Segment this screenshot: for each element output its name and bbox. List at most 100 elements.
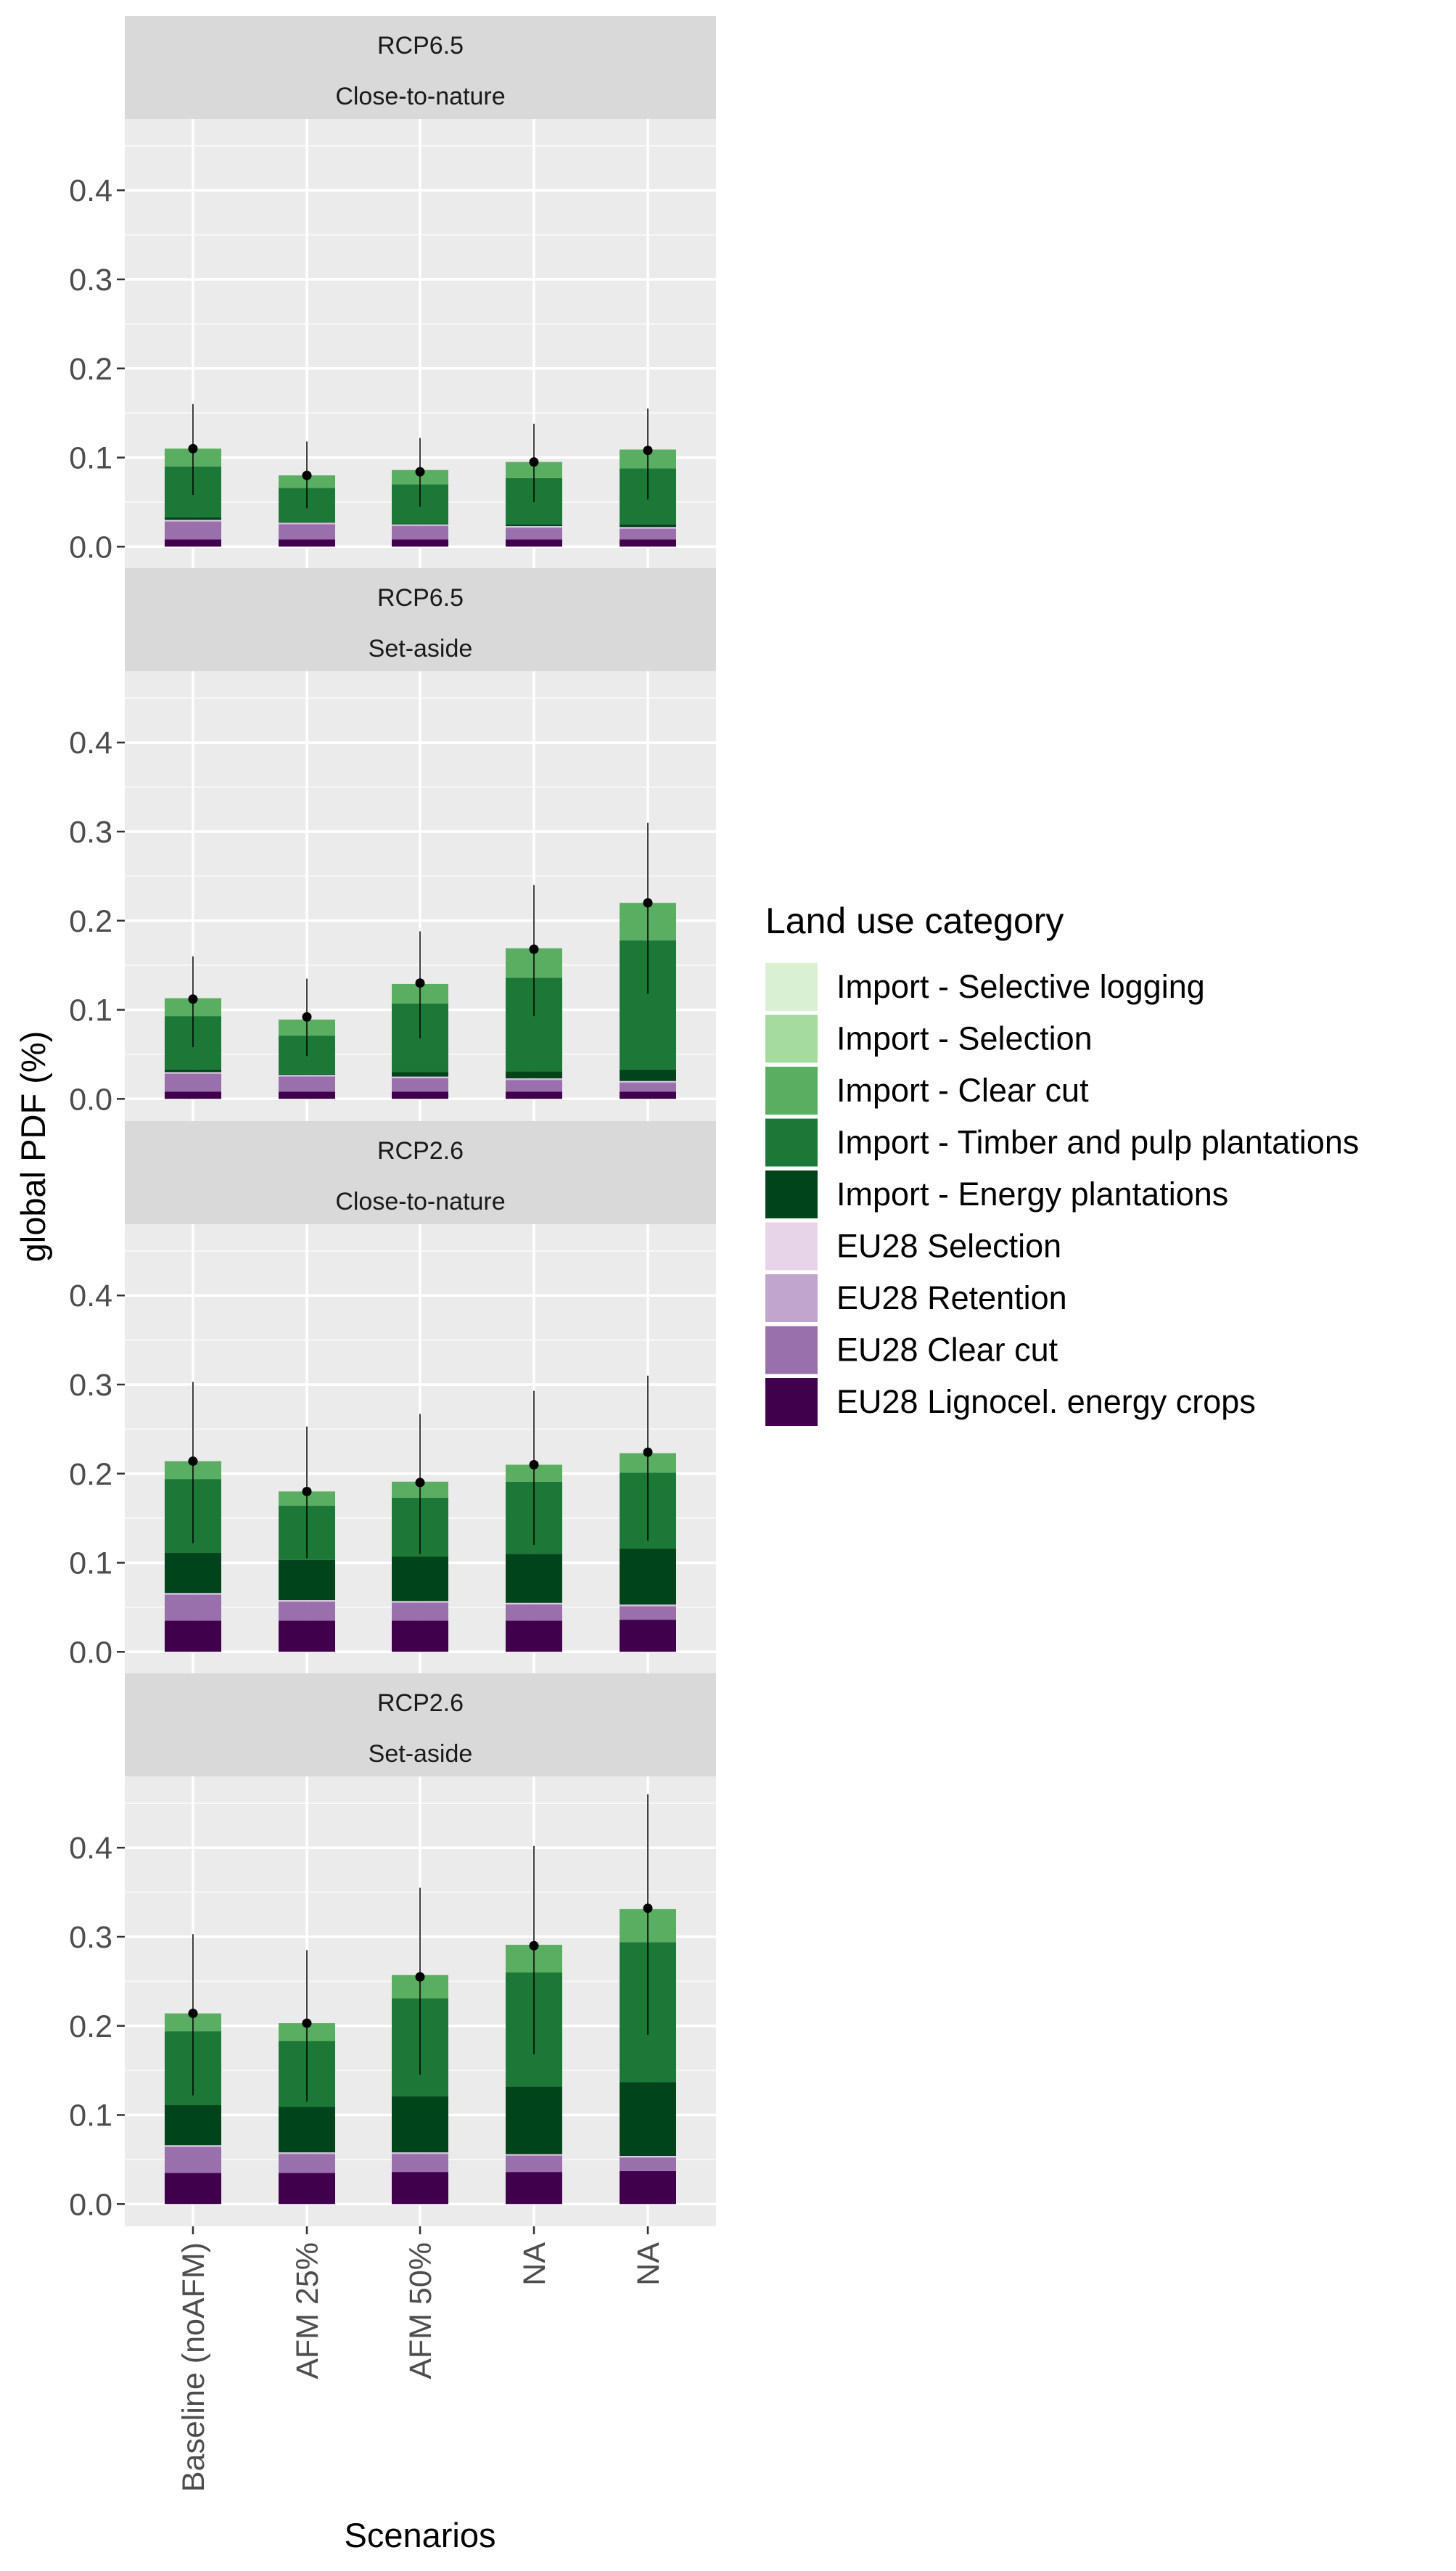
point-estimate [302,1486,312,1496]
bar-segment [620,1081,676,1083]
y-tick-label: 0.1 [69,993,112,1028]
bar-segment [506,2086,562,2154]
bar-segment [506,539,562,547]
bar-segment [165,517,221,520]
bar-segment [165,520,221,522]
facet-panel: RCP2.6 Close-to-nature 0.0 0.1 0.2 0.3 0.4 [69,1121,716,1674]
point-estimate [643,446,653,456]
legend-label: Import - Clear cut [836,1072,1089,1109]
bar-segment [620,528,676,540]
bar-segment [165,2105,221,2146]
bar-segment [506,1079,562,1081]
bar-segment [392,526,448,540]
point-estimate [529,1459,539,1469]
point-estimate [302,2018,312,2028]
bar-segment [620,1083,676,1092]
bar-segment [506,2156,562,2173]
bar-segment [392,1602,448,1621]
x-axis: Baseline (noAFM) AFM 25% AFM 50% NA NA [176,2226,666,2492]
point-estimate [188,2009,198,2019]
bar-segment [279,1559,335,1601]
bar-segment [506,1080,562,1092]
bar-segment [392,1602,448,1603]
point-estimate [529,1940,539,1951]
bar-segment [506,1620,562,1652]
facet-strip-line2: Set-aside [369,635,473,663]
bar-segment [165,1073,221,1074]
bar-segment [165,521,221,540]
bar-segment [279,1073,335,1075]
bar-segment [506,2172,562,2205]
bar-segment [620,2082,676,2157]
facet-strip [125,1673,716,1776]
bar-segment [620,1605,676,1607]
bar-segment [620,2156,676,2157]
bar-segment [620,2157,676,2171]
bar-segment [392,523,448,525]
y-tick-label: 0.2 [69,2009,112,2044]
point-estimate [643,1447,653,1457]
legend-label: EU28 Retention [836,1279,1067,1316]
bar-segment [165,1069,221,1073]
facet-strip-line1: RCP2.6 [377,1689,464,1717]
bar-segment [506,1078,562,1080]
legend-key [765,1170,818,1218]
bar-segment [392,1601,448,1602]
x-tick-label: AFM 25% [290,2242,325,2379]
point-estimate [529,457,539,467]
y-tick-label: 0.4 [69,173,112,208]
bar-segment [392,1072,448,1077]
y-tick-label: 0.0 [69,530,112,565]
facet-strip-line1: RCP2.6 [377,1137,464,1165]
y-tick-label: 0.2 [69,904,112,939]
facet-panels: RCP6.5Close-to-nature0.00.10.20.30.4RCP6… [69,16,716,2226]
point-estimate [415,978,425,988]
point-estimate [188,443,198,454]
bar-segment [392,2152,448,2154]
legend-title: Land use category [765,901,1064,941]
bar-segment [165,1620,221,1652]
bar-segment [620,539,676,547]
bar-segment [279,524,335,540]
bar-segment [392,525,448,527]
y-tick-label: 0.4 [69,726,112,760]
bar-segment [506,2154,562,2157]
bar-segment [165,1594,221,1595]
y-tick-label: 0.1 [69,441,112,476]
bar-segment [620,1606,676,1620]
bar-segment [506,1554,562,1603]
bar-segment [165,2146,221,2147]
bar-segment [620,1620,676,1652]
facet-strip-line2: Set-aside [369,1740,473,1768]
bar-segment [165,1593,221,1594]
bar-segment [165,1594,221,1621]
point-estimate [529,944,539,954]
y-tick-label: 0.4 [69,1831,112,1866]
legend-key [765,1326,818,1374]
legend-key [765,1274,818,1322]
bar-segment [279,2154,335,2173]
y-tick-label: 0.0 [69,1082,112,1117]
legend: Land use category Import - Selective log… [765,901,1359,1426]
y-tick-label: 0.0 [69,1635,112,1670]
bar-segment [620,527,676,528]
bar-segment [165,2145,221,2146]
bar-segment [620,1091,676,1099]
bar-segment [392,1620,448,1652]
bar-segment [392,539,448,547]
point-estimate [643,1903,653,1914]
bar-segment [165,1553,221,1594]
legend-label: Import - Selective logging [836,968,1205,1005]
bar-segment [506,1071,562,1079]
bar-segment [279,2173,335,2205]
bar-segment [392,2154,448,2173]
facet-panel: RCP6.5 Set-aside 0.0 0.1 0.2 0.3 0.4 [69,568,716,1121]
point-estimate [302,470,312,480]
bar-segment [620,1604,676,1606]
bar-segment [620,528,676,529]
bar-segment [165,1072,221,1073]
bar-segment [392,1078,448,1092]
bar-segment [506,526,562,528]
x-axis-title: Scenarios [345,2516,496,2554]
